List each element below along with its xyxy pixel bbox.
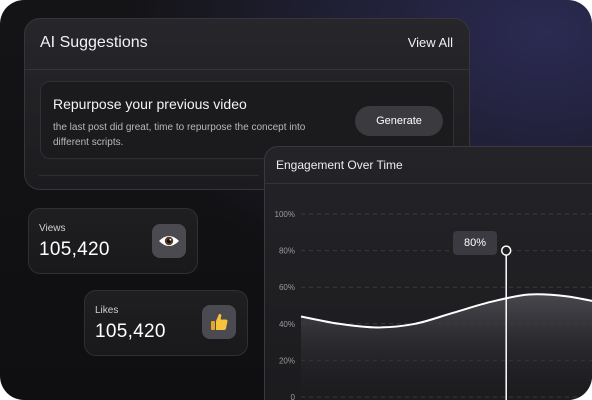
views-value: 105,420 (39, 239, 110, 260)
suggestion-title: Repurpose your previous video (53, 96, 247, 112)
engagement-chart: 100% 80% 60% 40% 20% 0 (275, 210, 592, 400)
suggestion-description: the last post did great, time to repurpo… (53, 122, 306, 148)
views-stat-card: Views 105,420 (28, 208, 198, 274)
panel-title: AI Suggestions (40, 34, 148, 51)
views-label: Views (39, 223, 66, 234)
view-all-link[interactable]: View All (407, 35, 453, 50)
y-tick-label: 80% (279, 247, 295, 256)
highlight-point (500, 245, 512, 256)
panel-header: AI Suggestions View All (25, 19, 469, 70)
chart-header-divider (265, 183, 592, 184)
generate-button[interactable]: Generate (355, 106, 443, 136)
chart-title: Engagement Over Time (276, 158, 403, 172)
likes-label: Likes (95, 305, 119, 316)
engagement-chart-card: Engagement Over Time 100% 80% 60% 40% 20% 0 8… (264, 146, 592, 400)
ai-suggestions-panel: AI Suggestions View All Repurpose your p… (24, 18, 470, 190)
chart-tooltip: 80% (453, 231, 497, 255)
divider (39, 175, 259, 176)
series-line (300, 293, 592, 329)
suggestion-card: Repurpose your previous video the last p… (40, 81, 454, 159)
eye-icon (152, 224, 186, 258)
thumbs-up-icon (202, 305, 236, 339)
y-tick-label: 20% (279, 356, 295, 365)
y-tick-label: 40% (279, 320, 295, 329)
y-tick-label: 100% (275, 210, 295, 219)
y-tick-label: 60% (279, 283, 295, 292)
series-area (301, 294, 592, 397)
likes-stat-card: Likes 105,420 (84, 290, 248, 356)
likes-value: 105,420 (95, 321, 166, 342)
y-tick-label: 0 (291, 393, 296, 400)
